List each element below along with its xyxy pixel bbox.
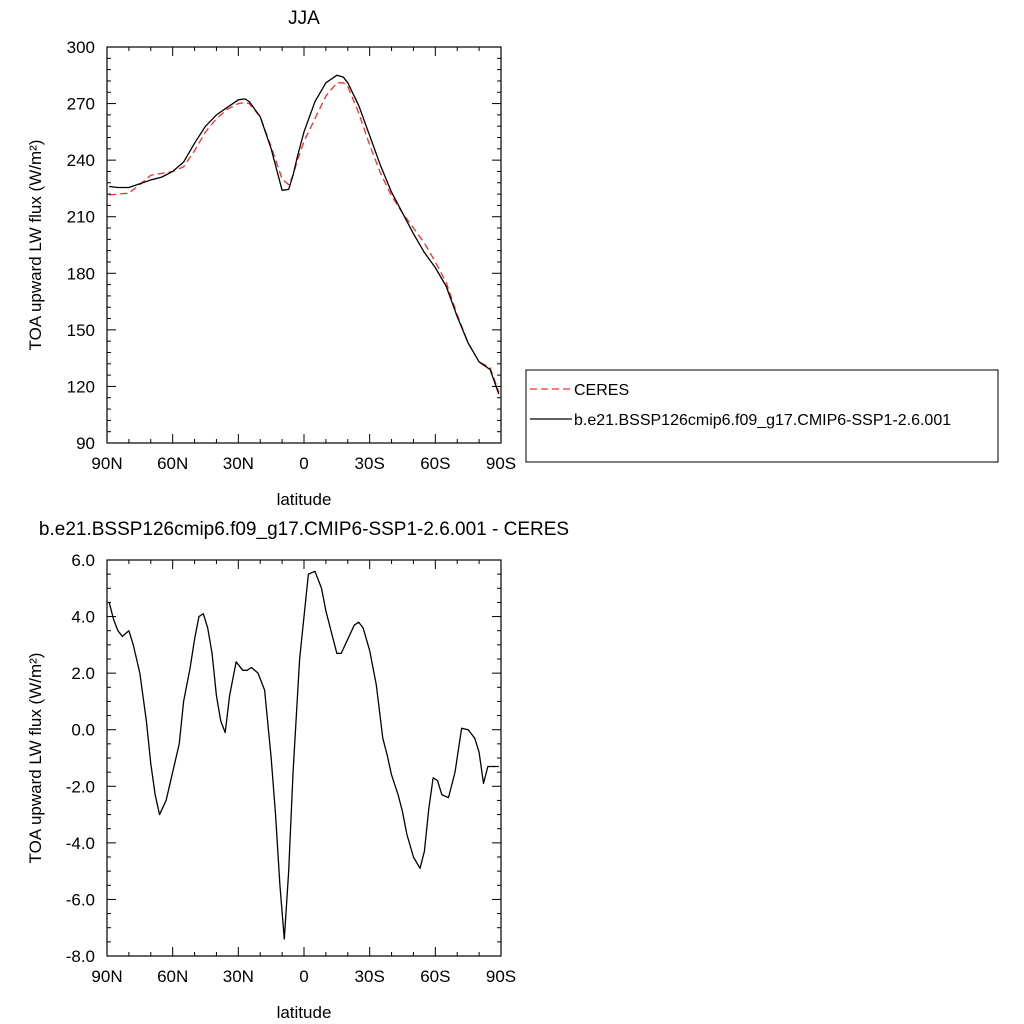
panel-1: JJA 90N 60N 30N 0 30S 60S 90S 90 120 150 180 210 240 2… bbox=[26, 8, 999, 509]
x-tick-label: 30N bbox=[223, 967, 254, 986]
x-tick-label: 60S bbox=[420, 454, 450, 473]
x-tick-label: 0 bbox=[299, 454, 308, 473]
y-tick-label: 240 bbox=[67, 151, 95, 170]
x-tick-label: 30S bbox=[355, 454, 385, 473]
y-axis-label: TOA upward LW flux (W/m²) bbox=[26, 140, 45, 351]
x-tick-label: 30S bbox=[355, 967, 385, 986]
y-tick-label: 300 bbox=[67, 38, 95, 57]
panel-2: b.e21.BSSP126cmip6.f09_g17.CMIP6-SSP1-2.… bbox=[26, 519, 569, 1022]
y-tick-label: -6.0 bbox=[66, 890, 95, 909]
x-tick-label: 0 bbox=[299, 967, 308, 986]
x-axis-label: latitude bbox=[277, 490, 332, 509]
y-tick-label: -2.0 bbox=[66, 777, 95, 796]
x-tick-label: 60N bbox=[157, 967, 188, 986]
y-tick-label: 0.0 bbox=[71, 721, 95, 740]
x-tick-label: 90N bbox=[91, 454, 122, 473]
x-axis-label: latitude bbox=[277, 1003, 332, 1022]
chart-title: JJA bbox=[288, 8, 320, 29]
series-line-ceres bbox=[109, 82, 500, 393]
y-tick-label: 4.0 bbox=[71, 608, 95, 627]
series-line-b-e21-bssp126cmip6-f09-g17-cmip6-ssp1-2-6-001 bbox=[109, 74, 500, 395]
x-tick-label: 60N bbox=[157, 454, 188, 473]
x-tick-label: 90S bbox=[486, 967, 516, 986]
y-tick-label: 270 bbox=[67, 95, 95, 114]
x-tick-label: 60S bbox=[420, 967, 450, 986]
y-tick-label: 210 bbox=[67, 208, 95, 227]
y-tick-label: -8.0 bbox=[66, 947, 95, 966]
y-tick-label: -4.0 bbox=[66, 834, 95, 853]
y-axis-label: TOA upward LW flux (W/m²) bbox=[26, 653, 45, 864]
series-line-difference bbox=[108, 570, 499, 940]
x-tick-label: 90S bbox=[486, 454, 516, 473]
y-tick-label: 2.0 bbox=[71, 664, 95, 683]
x-tick-label: 90N bbox=[91, 967, 122, 986]
chart-title: b.e21.BSSP126cmip6.f09_g17.CMIP6-SSP1-2.… bbox=[39, 519, 569, 540]
y-tick-label: 150 bbox=[67, 321, 95, 340]
legend: CERES b.e21.BSSP126cmip6.f09_g17.CMIP6-SS… bbox=[525, 369, 999, 463]
y-tick-label: 90 bbox=[76, 434, 95, 453]
legend-box bbox=[525, 369, 999, 463]
x-tick-label: 30N bbox=[223, 454, 254, 473]
plot-frame bbox=[106, 46, 502, 444]
y-tick-label: 120 bbox=[67, 377, 95, 396]
legend-label: CERES bbox=[574, 382, 629, 399]
y-tick-label: 180 bbox=[67, 264, 95, 283]
y-tick-label: 6.0 bbox=[71, 551, 95, 570]
legend-label: b.e21.BSSP126cmip6.f09_g17.CMIP6-SSP1-2.… bbox=[574, 412, 951, 429]
